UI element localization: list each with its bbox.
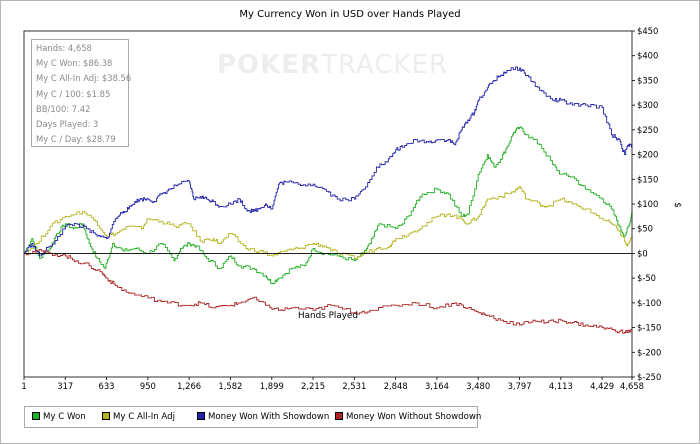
stats-box: Hands: 4,658 My C Won: $86.38 My C All-In … [31,39,132,147]
stat-line: My C / Day: $28.79 [36,134,116,145]
tick-layer: $-250 $-200 $-150 $-100 $-50 $0 $50 $100 $150 $20… [21,26,682,391]
stat-line: My C Won: $86.38 [36,58,113,69]
chart-title: My Currency Won in USD over Hands Played [239,9,461,20]
legend-swatch [32,411,40,420]
x-tick-label: 1,266 [177,381,201,391]
x-tick-label: 2,848 [384,381,408,391]
x-tick-label: 3,480 [466,381,490,391]
x-tick-label: 633 [99,381,115,391]
legend: My C Won My C All-In Adj Money Won With Sh… [24,406,482,428]
x-tick-label: 4,429 [590,381,614,391]
x-tick-label: 950 [140,381,156,391]
legend-label: Money Won With Showdown [208,412,330,422]
legend-swatch [197,411,205,420]
legend-label: My C Won [43,412,86,422]
x-tick-label: 3,164 [425,381,449,391]
y-tick-label: $150 [637,174,658,184]
x-tick-label: 1,582 [218,381,242,391]
y-tick-label: $-50 [637,273,656,283]
legend-item: My C Won [32,411,86,423]
legend-item: My C All-In Adj [102,411,176,423]
series-line-my-c-all-in-adj [24,186,633,260]
legend-item: Money Won Without Showdown [335,411,482,423]
y-tick-label: $450 [637,26,658,36]
watermark-tracker: TRACKER [321,50,449,80]
x-tick-label: 4,113 [549,381,573,391]
x-tick-label: 317 [57,381,73,391]
pokertracker-watermark: POKERTRACKER [217,50,447,80]
stat-line: My C All-In Adj: $38.56 [36,73,132,84]
y-tick-label: $0 [637,248,648,258]
y-tick-label: $400 [637,51,658,61]
legend-label: My C All-In Adj [113,412,176,422]
y-tick-label: $-200 [637,347,661,357]
y-axis-label: $ [672,202,682,208]
series-line-money-won-without-showdown [24,249,633,334]
stat-line: Hands: 4,658 [36,43,92,53]
x-tick-label: 2,215 [301,381,325,391]
legend-item: Money Won With Showdown [197,411,330,423]
x-tick-label: 2,531 [342,381,366,391]
watermark-poker: POKER [217,50,322,80]
y-tick-label: $100 [637,199,658,209]
y-tick-label: $300 [637,100,658,110]
x-tick-label: 3,797 [508,381,532,391]
x-axis-label: Hands Played [298,311,358,321]
series-line-my-c-won [24,126,633,285]
x-tick-label: 1 [21,381,26,391]
stat-line: Days Played: 3 [36,119,99,130]
y-tick-label: $-100 [637,298,661,308]
x-tick-label: 4,658 [620,381,644,391]
y-tick-label: $-150 [637,323,661,333]
y-tick-label: $-250 [637,372,661,382]
series-layer [24,66,633,334]
stat-line: My C / 100: $1.85 [36,88,111,99]
legend-swatch [102,411,110,420]
legend-label: Money Won Without Showdown [346,412,482,422]
legend-swatch [335,411,343,420]
stat-line: BB/100: 7.42 [36,103,91,114]
y-tick-label: $350 [637,75,658,85]
series-line-money-won-with-showdown [24,66,633,257]
y-tick-label: $50 [637,224,653,234]
y-tick-label: $200 [637,150,658,160]
x-tick-label: 1,899 [260,381,284,391]
y-tick-label: $250 [637,125,658,135]
